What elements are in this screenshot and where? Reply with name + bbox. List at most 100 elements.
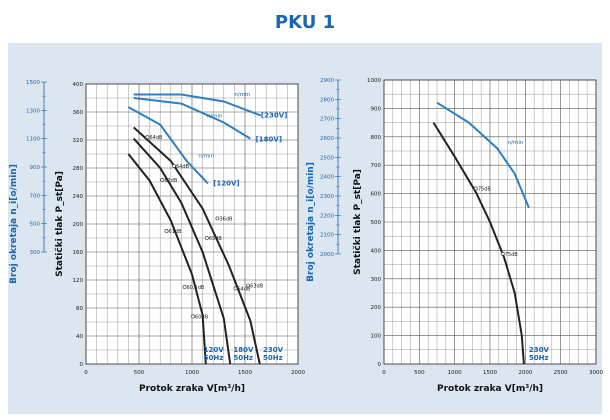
curve-frequency-label: 50Hz (233, 354, 253, 362)
noise-point-label: 75dB (505, 252, 519, 258)
x-tick-label: 500 (414, 370, 425, 376)
curve-voltage-label: 180V (233, 346, 254, 354)
secondary-axis-label: Broj okretaja n_i[o/min] (306, 162, 316, 282)
curve-voltage-label: 120V (204, 346, 225, 354)
noise-point-label: 64dB (176, 164, 190, 170)
chart-2-lines (432, 101, 530, 365)
secondary-tick-label: 2400 (320, 175, 334, 181)
y-tick-label: 0 (378, 362, 382, 368)
noise-point-marker (246, 283, 251, 288)
y-tick-label: 1000 (367, 78, 381, 84)
secondary-tick-label: 2900 (320, 78, 334, 84)
y-tick-label: 900 (371, 106, 382, 112)
y-tick-label: 200 (73, 222, 84, 228)
secondary-tick-label: 700 (30, 193, 41, 199)
secondary-tick-label: 2100 (320, 233, 334, 239)
y-tick-label: 320 (73, 138, 84, 144)
x-tick-label: 1000 (185, 370, 199, 376)
chart-1-lines (127, 93, 262, 365)
curve-frequency-label: 50Hz (204, 354, 224, 362)
noise-point-label: 64dB (149, 135, 163, 141)
voltage-label: [230V] (261, 112, 287, 120)
noise-point-label: 63dB (250, 284, 264, 290)
pressure-curve (133, 126, 261, 365)
noise-point-label: 75dB (478, 186, 492, 192)
noise-point-marker (204, 236, 209, 240)
noise-point-label: 61dB (169, 229, 183, 235)
secondary-tick-label: 2000 (320, 252, 334, 258)
x-tick-label: 1000 (448, 370, 462, 376)
pressure-curve (132, 137, 232, 365)
noise-point-marker (160, 177, 165, 182)
y-tick-label: 200 (371, 305, 382, 311)
pressure-curve (127, 153, 207, 365)
y-tick-label: 400 (73, 82, 84, 88)
pressure-curve (432, 122, 525, 365)
y-tick-label: 400 (371, 248, 382, 254)
noise-point-label: 36dB (219, 216, 233, 222)
secondary-tick-label: 1300 (26, 108, 40, 114)
y-tick-label: 360 (73, 110, 84, 116)
y-tick-label: 120 (73, 278, 84, 284)
page-title: PKU 1 (274, 12, 336, 33)
secondary-tick-label: 1100 (26, 137, 40, 143)
secondary-tick-label: 300 (30, 250, 41, 256)
secondary-tick-label: 2700 (320, 117, 334, 123)
noise-point-label: 60,5dB (187, 285, 205, 291)
x-tick-label: 0 (382, 370, 386, 376)
y-tick-label: 280 (73, 166, 84, 172)
noise-point-label: 60dB (195, 314, 209, 320)
secondary-tick-label: 500 (30, 222, 41, 228)
x-axis-label: Protok zraka V[m³/h] (139, 384, 245, 394)
voltage-label: [180V] (256, 135, 282, 143)
y-axis-label: Statički tlak P_st[Pa] (54, 171, 65, 277)
secondary-tick-label: 2500 (320, 155, 334, 161)
y-tick-label: 0 (80, 362, 84, 368)
noise-point-marker (182, 285, 187, 289)
speed-curve (127, 106, 209, 185)
secondary-tick-label: 2600 (320, 136, 334, 142)
noise-point-marker (164, 229, 169, 233)
y-tick-label: 160 (73, 250, 84, 256)
noise-point-marker (172, 163, 176, 168)
y-axis-label: Statički tlak P_st[Pa] (352, 169, 363, 275)
speed-label: n/min (198, 154, 214, 160)
curve-frequency-label: 50Hz (529, 354, 549, 362)
secondary-tick-label: 2200 (320, 213, 334, 219)
curve-frequency-label: 50Hz (263, 354, 283, 362)
speed-curve (133, 93, 262, 117)
y-tick-label: 700 (371, 163, 382, 169)
y-tick-label: 80 (76, 306, 83, 312)
y-tick-label: 40 (76, 334, 83, 340)
y-tick-label: 800 (371, 135, 382, 141)
curve-voltage-label: 230V (263, 346, 284, 354)
y-tick-label: 240 (73, 194, 84, 200)
y-tick-label: 500 (371, 220, 382, 226)
secondary-tick-label: 900 (30, 165, 41, 171)
noise-point-label: 65dB (209, 236, 223, 242)
speed-label: n/min (234, 92, 250, 98)
x-tick-label: 2000 (518, 370, 532, 376)
y-tick-label: 600 (371, 192, 382, 198)
secondary-tick-label: 2800 (320, 97, 334, 103)
chart-2-text: 0 500 1000 1500 2000 2500 3000 0 100 200 300 400 500… (306, 78, 603, 394)
noise-point-marker (473, 186, 478, 191)
y-tick-label: 300 (371, 277, 382, 283)
noise-point-marker (500, 251, 505, 256)
noise-point-label: 62dB (164, 178, 178, 184)
speed-label: n/min (508, 140, 524, 146)
x-tick-label: 1500 (238, 370, 252, 376)
noise-point-marker (215, 216, 220, 221)
noise-point-marker (145, 135, 150, 140)
chart-1-text: 0 500 1000 1500 2000 0 40 80 120 160 200 240 280 320 3… (9, 80, 305, 394)
x-tick-label: 500 (134, 370, 145, 376)
x-tick-label: 2000 (291, 370, 305, 376)
x-tick-label: 0 (84, 370, 88, 376)
x-tick-label: 3000 (589, 370, 603, 376)
speed-curve (436, 101, 530, 209)
secondary-tick-label: 1500 (26, 80, 40, 86)
speed-curve (133, 97, 251, 140)
